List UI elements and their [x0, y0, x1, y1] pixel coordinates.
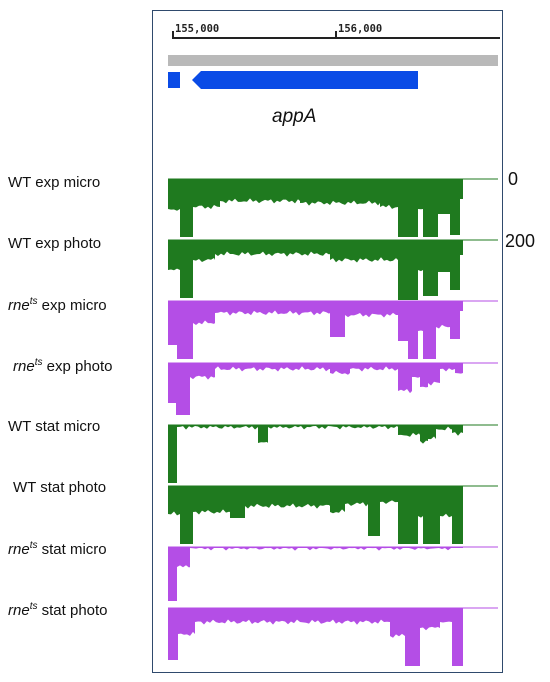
coverage-area-1 — [168, 179, 463, 237]
ruler-tick-label-155000: 155,000 — [175, 23, 220, 35]
coverage-track-3 — [168, 300, 498, 359]
coverage-area-3 — [168, 301, 463, 359]
coverage-area-8 — [168, 608, 463, 666]
coverage-area-7 — [168, 547, 463, 601]
track-label-7-sup: ts — [29, 540, 38, 551]
gene-arrow-shape — [192, 71, 418, 89]
ruler-tick-156000 — [335, 31, 337, 39]
track-label-2-suffix: exp photo — [31, 235, 102, 252]
coverage-track-4 — [168, 362, 498, 415]
coverage-track-6 — [168, 485, 498, 544]
coverage-area-5 — [168, 425, 463, 483]
track-label-7-suffix: stat micro — [37, 541, 107, 558]
track-label-3-sup: ts — [29, 296, 38, 307]
track-label-4-sup: ts — [34, 357, 43, 368]
coverage-area-6 — [168, 486, 463, 544]
coverage-track-2 — [168, 239, 498, 300]
track-label-4: rnets exp photo — [13, 357, 113, 375]
gene-feature-arrow — [192, 71, 418, 89]
gene-feature-fragment — [168, 72, 180, 88]
track-label-3-prefix: rne — [8, 297, 30, 314]
coverage-track-7 — [168, 546, 498, 601]
ruler-tick-label-156000: 156,000 — [338, 23, 383, 35]
scale-top-label: 0 — [508, 169, 519, 189]
track-label-2: WT exp photo — [8, 235, 101, 252]
coverage-area-4 — [168, 363, 463, 415]
track-label-4-prefix: rne — [13, 358, 35, 375]
track-label-6: WT stat photo — [13, 479, 106, 496]
track-label-8-prefix: rne — [8, 602, 30, 619]
coverage-track-1 — [168, 178, 498, 237]
track-label-8: rnets stat photo — [8, 601, 108, 619]
track-label-7-prefix: rne — [8, 541, 30, 558]
gene-name-label: appA — [272, 106, 317, 127]
track-label-4-suffix: exp photo — [42, 358, 113, 375]
ruler-tick-155000 — [172, 31, 174, 39]
track-label-2-prefix: WT — [8, 235, 32, 252]
track-label-8-sup: ts — [29, 601, 38, 612]
track-label-8-suffix: stat photo — [37, 602, 108, 619]
coverage-track-5 — [168, 424, 498, 483]
reference-sequence-bar — [168, 55, 498, 66]
track-label-3: rnets exp micro — [8, 296, 107, 314]
track-label-5-prefix: WT — [8, 418, 32, 435]
track-label-5: WT stat micro — [8, 418, 100, 435]
track-label-7: rnets stat micro — [8, 540, 107, 558]
track-label-1-prefix: WT — [8, 174, 32, 191]
track-label-6-suffix: stat photo — [36, 479, 107, 496]
coverage-area-2 — [168, 240, 463, 300]
browser-frame — [152, 10, 503, 673]
track-label-1-suffix: exp micro — [31, 174, 101, 191]
track-label-5-suffix: stat micro — [31, 418, 101, 435]
track-label-6-prefix: WT — [13, 479, 37, 496]
coverage-track-8 — [168, 607, 498, 666]
scale-bottom-label: 200 — [505, 231, 536, 251]
track-label-3-suffix: exp micro — [37, 297, 107, 314]
track-label-1: WT exp micro — [8, 174, 100, 191]
